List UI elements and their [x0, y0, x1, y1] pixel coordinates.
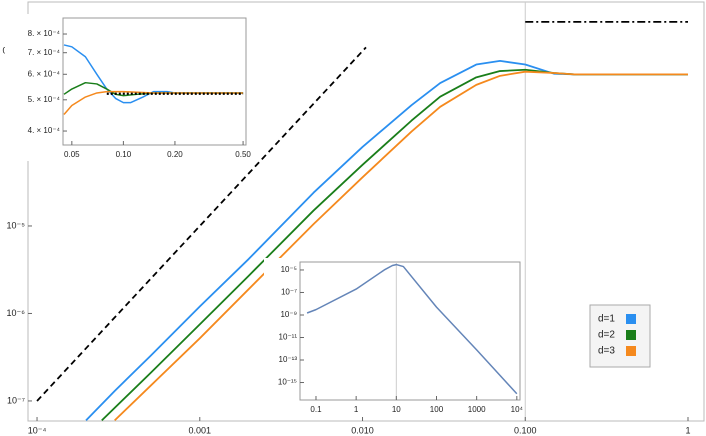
x-tick-label: 0.010 — [351, 425, 374, 435]
y-tick-label: 7. × 10⁻⁴ — [28, 48, 61, 57]
y-tick-label: 10⁻⁹ — [280, 310, 297, 319]
x-tick-label: 0.1 — [310, 405, 322, 414]
y-tick-label: 10⁻⁷ — [281, 288, 297, 297]
x-tick-label: 0.001 — [189, 425, 212, 435]
series-line — [114, 70, 688, 421]
plot-frame — [299, 261, 521, 401]
x-tick-label: 10 — [392, 405, 401, 414]
y-tick-label: 10⁻¹³ — [279, 355, 298, 364]
y-tick-label: 10⁻¹¹ — [279, 333, 298, 342]
plot-area — [36, 21, 688, 421]
x-tick-label: 10⁴ — [511, 405, 524, 414]
y-tick-label: 8. × 10⁻⁴ — [28, 29, 61, 38]
x-tick-label: 0.10 — [116, 150, 132, 159]
legend-label: d=3 — [598, 346, 615, 357]
series-line — [63, 44, 244, 104]
legend-box — [589, 304, 651, 368]
y-tick-label: 10⁻⁵ — [281, 265, 297, 274]
x-tick-label: 100 — [430, 405, 444, 414]
y-tick-label: 4. × 10⁻⁴ — [28, 126, 61, 135]
legend-swatch — [626, 314, 636, 324]
x-tick-label: 0.50 — [235, 150, 251, 159]
legend-swatch — [626, 346, 636, 356]
series-line — [36, 46, 367, 402]
y-tick-label: 10⁻⁷ — [7, 395, 25, 405]
legend-label: d=2 — [598, 330, 615, 341]
x-tick-label: 1000 — [468, 405, 486, 414]
x-tick-label: 1 — [685, 425, 690, 435]
plot-area — [63, 44, 244, 116]
x-tick-label: 0.20 — [167, 150, 183, 159]
series-line — [306, 263, 518, 395]
x-tick-label: 0.05 — [64, 150, 80, 159]
legend-label: d=1 — [598, 314, 615, 325]
y-tick-label: 6. × 10⁻⁴ — [28, 69, 61, 78]
y-tick-label: 10⁻⁶ — [7, 308, 26, 318]
x-tick-label: 0.100 — [514, 425, 537, 435]
x-tick-label: 10⁻⁴ — [28, 425, 47, 435]
y-tick-label: 5. × 10⁻⁴ — [28, 95, 61, 104]
legend-swatch — [626, 330, 636, 340]
y-tick-label: 10⁻⁵ — [7, 220, 26, 230]
plot-frame — [62, 17, 247, 146]
plot-area — [306, 263, 518, 395]
y-tick-label: 10⁻¹⁵ — [278, 378, 297, 387]
x-tick-label: 1 — [354, 405, 359, 414]
